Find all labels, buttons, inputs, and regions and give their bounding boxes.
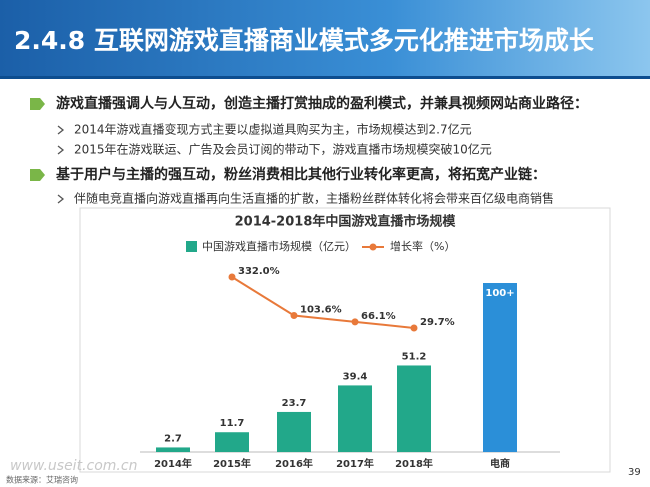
sub-bullet-icon	[57, 194, 65, 204]
page-number: 39	[628, 467, 641, 478]
legend-swatch	[369, 243, 377, 251]
bullet-text: 2014年游戏直播变现方式主要以虚拟道具购买为主，市场规模达到2.7亿元	[74, 122, 472, 137]
x-tick-label: 2014年	[154, 457, 192, 470]
data-label: 29.7%	[420, 317, 455, 328]
data-label: 2.7	[164, 433, 182, 444]
bullet-text: 游戏直播强调人与人互动，创造主播打赏抽成的盈利模式，并兼具视频网站商业路径：	[56, 95, 588, 112]
header-band	[0, 0, 650, 76]
bullet-icon	[30, 169, 45, 181]
x-tick-label: 2018年	[395, 457, 433, 470]
data-label: 103.6%	[300, 305, 342, 316]
source: 数据来源：艾瑞咨询	[6, 475, 78, 485]
bar	[215, 432, 249, 452]
x-tick-label: 电商	[490, 457, 510, 470]
bullet-icon	[30, 98, 45, 110]
bar	[483, 283, 517, 452]
growth-point	[351, 318, 359, 326]
growth-point	[290, 312, 298, 320]
watermark: www.useit.com.cn	[10, 458, 137, 474]
data-label: 100+	[485, 288, 514, 299]
x-tick-label: 2017年	[336, 457, 374, 470]
data-label: 11.7	[220, 418, 245, 429]
data-label: 51.2	[402, 351, 427, 362]
legend-swatch	[186, 241, 197, 252]
growth-line	[231, 276, 415, 329]
bar	[156, 447, 190, 452]
legend-label: 中国游戏直播市场规模（亿元）	[202, 239, 356, 253]
data-label: 39.4	[343, 371, 368, 382]
bar	[277, 411, 311, 452]
data-label: 332.0%	[238, 266, 280, 277]
bar	[338, 385, 372, 452]
x-tick-label: 2016年	[275, 457, 313, 470]
data-label: 23.7	[282, 398, 307, 409]
data-label: 66.1%	[361, 311, 396, 322]
bar	[397, 365, 431, 452]
sub-bullet-icon	[57, 125, 65, 135]
bullet-text: 伴随电竞直播向游戏直播再向生活直播的扩散，主播粉丝群体转化将会带来百亿级电商销售	[74, 191, 554, 206]
bullet-text: 基于用户与主播的强互动，粉丝消费相比其他行业转化率更高，将拓宽产业链：	[56, 166, 546, 183]
x-tick-label: 2015年	[213, 457, 251, 470]
chart-title: 2014-2018年中国游戏直播市场规模	[235, 214, 457, 230]
sub-bullet-icon	[57, 145, 65, 155]
slide-title: 2.4.8 互联网游戏直播商业模式多元化推进市场成长	[14, 26, 595, 55]
bullet-text: 2015年在游戏联运、广告及会员订阅的带动下，游戏直播市场规模突破10亿元	[74, 142, 492, 157]
legend-label: 增长率（%）	[390, 239, 455, 253]
header-rule	[0, 76, 650, 79]
growth-point	[228, 273, 236, 281]
growth-point	[410, 324, 418, 332]
